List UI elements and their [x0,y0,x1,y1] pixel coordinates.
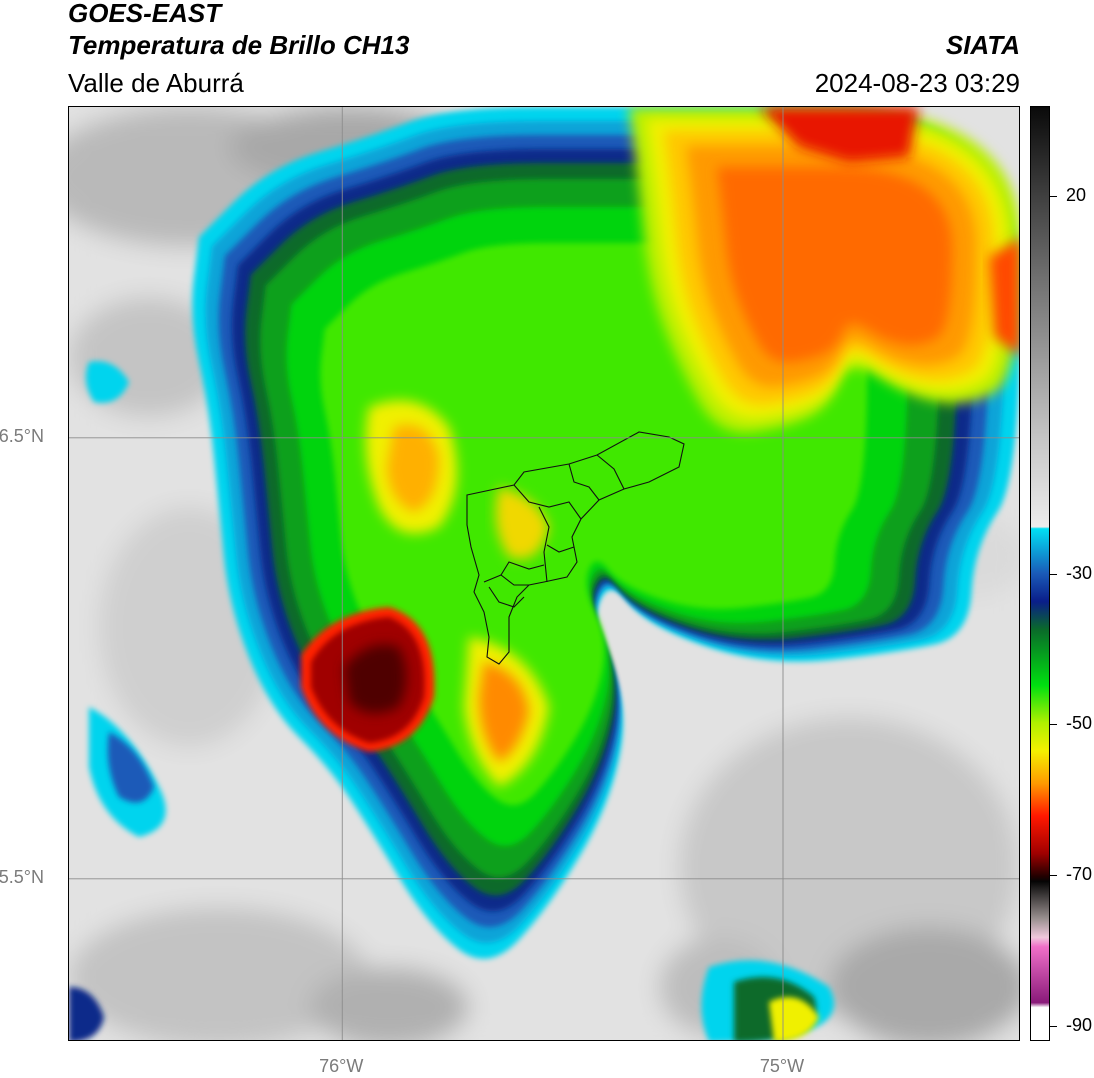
graticule [69,107,1019,1040]
colorbar-tick-label: -70 [1066,864,1093,885]
colorbar-gradient [1031,107,1049,1040]
colorbar-tick [1050,875,1057,877]
core-contour [387,425,439,512]
lat-tick-label: 5.5°N [0,866,44,887]
anvil-core [759,107,919,162]
title-satellite: GOES-EAST [68,0,222,28]
brightness-temperature-map [68,106,1020,1041]
colorbar-tick-label: -90 [1066,1014,1093,1035]
colorbar-tick-label: 20 [1066,185,1087,206]
colorbar-tick [1050,196,1057,198]
cloud-fragment [107,732,154,803]
deep-convection-core [344,644,407,714]
subtitle-region: Valle de Aburrá [68,68,244,98]
anvil-contour [717,167,953,363]
valle-de-aburra-boundaries [466,431,685,665]
cloud-fragment [85,361,129,403]
timestamp: 2024-08-23 03:29 [814,68,1020,98]
colorbar-tick [1050,724,1057,726]
map-canvas [69,107,1019,1040]
lon-tick-label: 76°W [319,1056,364,1076]
colorbar-tick-label: -50 [1066,713,1093,734]
colorbar-tick-label: -30 [1066,562,1093,583]
cloud-fragment [769,997,819,1040]
cloud-fragment [69,987,104,1040]
core-contour [495,487,549,559]
lat-tick-label: 6.5°N [0,425,44,446]
core-contour [479,662,529,762]
lon-tick-label: 75°W [759,1056,805,1076]
anvil-core [989,238,1019,356]
convective-cloud-system [69,107,1019,1040]
colorbar-tick [1050,573,1057,575]
title-org: SIATA [945,30,1020,60]
colorbar-tick [1050,1025,1057,1027]
title-product: Temperatura de Brillo CH13 [68,30,410,60]
colorbar [1030,106,1050,1041]
